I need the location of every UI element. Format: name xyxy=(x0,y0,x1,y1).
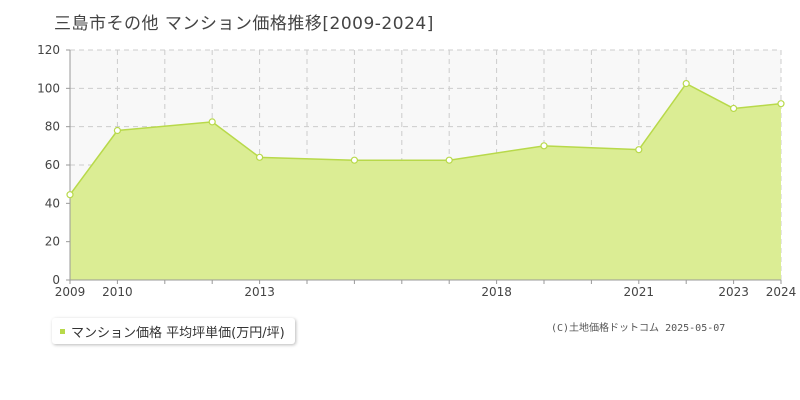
y-tick-label: 80 xyxy=(45,120,60,134)
axes xyxy=(66,49,782,284)
x-tick-label: 2024 xyxy=(766,285,797,299)
y-tick-label: 120 xyxy=(37,43,60,57)
chart-title: 三島市その他 マンション価格推移[2009-2024] xyxy=(54,14,434,34)
x-tick-label: 2023 xyxy=(718,285,749,299)
data-point xyxy=(208,118,216,126)
y-tick-label: 100 xyxy=(37,81,60,95)
y-tick-label: 40 xyxy=(45,196,60,210)
data-point xyxy=(729,104,738,113)
x-tick-label: 2018 xyxy=(481,285,512,299)
data-point xyxy=(256,153,264,161)
y-tick-label: 20 xyxy=(45,235,60,249)
legend-label: マンション価格 平均坪単価(万円/坪) xyxy=(71,325,285,341)
data-points xyxy=(66,79,785,199)
data-point xyxy=(445,156,453,164)
y-tick-label: 0 xyxy=(52,273,60,287)
x-tick-label: 2021 xyxy=(624,285,655,299)
data-point xyxy=(777,100,785,108)
data-point xyxy=(635,146,643,154)
legend: マンション価格 平均坪単価(万円/坪) xyxy=(52,318,295,344)
data-point xyxy=(113,126,122,135)
legend-swatch-icon xyxy=(60,328,65,334)
data-point xyxy=(540,142,548,150)
data-point xyxy=(66,191,74,199)
y-tick-label: 60 xyxy=(45,158,60,172)
x-axis-tick-labels: 2009 2010 2013 2018 2021 2023 2024 xyxy=(55,285,797,299)
x-tick-label: 2013 xyxy=(244,285,275,299)
y-axis-tick-labels: 0 20 40 60 80 100 120 xyxy=(37,43,60,287)
data-point xyxy=(350,156,358,164)
x-tick-label: 2009 xyxy=(55,285,86,299)
x-tick-label: 2010 xyxy=(102,285,133,299)
series-area-fill xyxy=(70,83,781,281)
data-point xyxy=(682,79,690,88)
copyright-text: (C)土地価格ドットコム 2025-05-07 xyxy=(551,323,726,334)
